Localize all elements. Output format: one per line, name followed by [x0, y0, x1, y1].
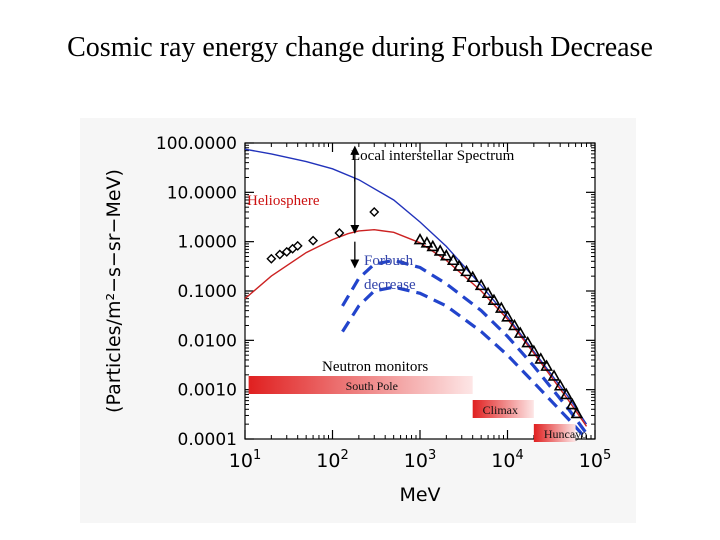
data-point-triangle [446, 253, 460, 266]
cutoff-bar-label-2: Huncayo [544, 427, 587, 441]
data-point-triangle [474, 278, 488, 291]
y-tick-label: 0.0001 [178, 430, 237, 450]
forbush-label-line1: Forbush [364, 253, 414, 269]
data-point-triangle [508, 318, 521, 331]
data-point-triangle [494, 301, 508, 313]
cutoff-bar-label-1: Climax [483, 403, 518, 417]
data-point-triangle [487, 293, 501, 306]
cutoff-bar-2 [533, 424, 576, 442]
cutoff-bar-1 [472, 400, 534, 418]
cutoff-bar-0 [248, 376, 473, 394]
y-tick-label: 100.0000 [156, 134, 237, 154]
x-tick-base: 10 [404, 450, 428, 472]
data-point-triangle [553, 379, 567, 391]
data-point-diamond [369, 206, 380, 217]
data-point-triangle [413, 232, 427, 245]
y-tick-label: 0.1000 [178, 282, 237, 302]
slide-title: Cosmic ray energy change during Forbush … [67, 32, 653, 63]
data-point-triangle [521, 335, 535, 348]
data-point-triangle [570, 406, 584, 419]
forbush-label-line2: decrease [364, 277, 416, 293]
y-axis-title: (Particles/m²−s−sr−MeV) [103, 169, 125, 413]
series-line-0 [244, 148, 588, 425]
data-point-triangle [559, 387, 573, 400]
x-axis-title: MeV [399, 484, 440, 506]
data-point-diamond [266, 253, 277, 264]
lis-label: Local interstellar Spectrum [351, 148, 515, 164]
series-line-2 [341, 258, 588, 435]
x-tick-base: 10 [579, 450, 603, 472]
data-point-diamond [274, 249, 285, 260]
data-point-triangle [439, 249, 453, 261]
data-point-triangle [433, 244, 447, 256]
x-tick-exponent: 1 [253, 448, 261, 463]
data-point-triangle [452, 259, 466, 271]
y-tick-label: 0.0010 [178, 381, 237, 401]
data-point-triangle [547, 369, 561, 381]
series-line-3 [341, 285, 588, 441]
data-point-diamond [308, 235, 319, 246]
data-point-triangle [540, 359, 553, 371]
y-tick-label: 10.0000 [167, 183, 237, 203]
x-tick-exponent: 3 [428, 448, 436, 463]
data-point-triangle [420, 236, 434, 248]
data-point-triangle [513, 326, 527, 338]
data-point-diamond [281, 246, 292, 257]
x-tick-base: 10 [316, 450, 340, 472]
y-tick-label: 1.0000 [178, 233, 237, 253]
x-tick-exponent: 4 [515, 448, 523, 463]
data-point-triangle [527, 344, 541, 357]
x-tick-base: 10 [229, 450, 253, 472]
x-tick-base: 10 [491, 450, 515, 472]
x-tick-label: 102 [316, 448, 348, 472]
x-tick-label: 103 [404, 448, 436, 472]
data-point-diamond [334, 227, 345, 238]
heliosphere-label: Heliosphere [247, 193, 320, 209]
data-point-triangle [466, 270, 480, 283]
x-tick-label: 104 [491, 448, 523, 472]
data-point-triangle [460, 264, 473, 277]
chart-panel: 100.0000 10.0000 1.0000 0.1000 0.0100 0.0010 0… [80, 118, 636, 523]
cutoff-bar-label-0: South Pole [346, 379, 398, 393]
x-tick-exponent: 2 [340, 448, 348, 463]
data-point-triangle [501, 310, 514, 322]
plot-frame [244, 142, 596, 440]
neutron-monitors-label: Neutron monitors [322, 359, 428, 375]
x-tick-label: 101 [229, 448, 261, 472]
data-point-triangle [534, 352, 548, 364]
x-tick-exponent: 5 [603, 448, 611, 463]
data-point-triangle [481, 286, 495, 299]
x-tick-label: 105 [579, 448, 611, 472]
data-point-triangle [426, 239, 440, 252]
data-point-triangle [565, 397, 579, 410]
y-tick-label: 0.0100 [178, 331, 237, 351]
data-point-diamond [292, 240, 303, 251]
chart-svg: 100.0000 10.0000 1.0000 0.1000 0.0100 0.0010 0… [103, 134, 611, 506]
